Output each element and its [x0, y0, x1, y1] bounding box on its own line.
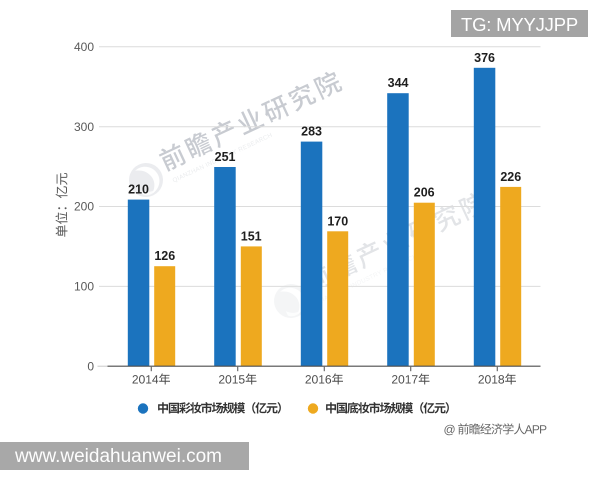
svg-text:100: 100 [74, 280, 94, 294]
svg-text:151: 151 [241, 229, 262, 243]
svg-text:376: 376 [474, 51, 495, 65]
svg-text:251: 251 [215, 150, 236, 164]
svg-text:283: 283 [301, 125, 322, 139]
svg-text:0: 0 [87, 359, 94, 373]
svg-text:226: 226 [500, 170, 521, 184]
svg-text:210: 210 [128, 183, 149, 197]
svg-text:400: 400 [74, 40, 94, 54]
svg-text:206: 206 [414, 186, 435, 200]
svg-text:170: 170 [327, 214, 348, 228]
svg-text:300: 300 [74, 120, 94, 134]
svg-text:344: 344 [388, 76, 409, 90]
svg-text:126: 126 [154, 249, 175, 263]
svg-text:200: 200 [74, 200, 94, 214]
